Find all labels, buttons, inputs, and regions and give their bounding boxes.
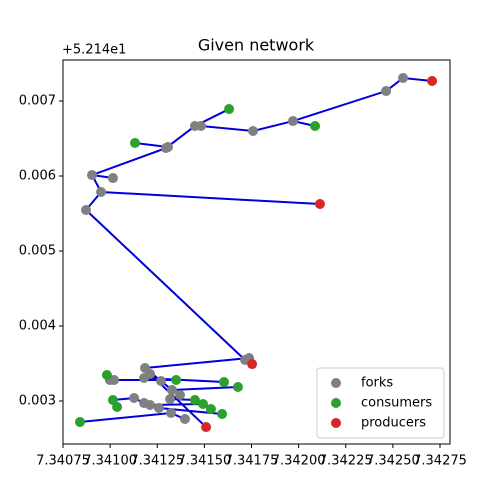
node (218, 377, 229, 388)
y-tick-label: 0.004 (19, 319, 56, 334)
node (232, 382, 243, 392)
node (310, 121, 321, 131)
chart-title: Given network (198, 36, 315, 55)
node (145, 400, 156, 410)
node (398, 73, 409, 83)
node (165, 394, 176, 404)
y-tick-label: 0.006 (19, 169, 56, 184)
node (179, 414, 190, 425)
node (287, 116, 298, 127)
node (107, 173, 118, 184)
x-tick-label: 7.34275 (413, 454, 467, 469)
plot-frame (62, 59, 451, 445)
y-offset-label: +5.214e1 (62, 43, 126, 58)
node (201, 422, 212, 433)
node (74, 417, 85, 428)
node (96, 187, 107, 197)
legend-marker (331, 378, 341, 388)
x-tick-label: 7.34200 (272, 454, 326, 469)
x-tick-label: 7.34125 (130, 454, 184, 469)
node (205, 404, 216, 415)
node (217, 409, 228, 419)
node (198, 399, 209, 410)
y-tick-label: 0.003 (19, 394, 56, 409)
node (189, 395, 200, 406)
legend: forks consumers producers (316, 367, 445, 439)
x-tick-label: 7.34100 (83, 454, 137, 469)
y-tick-label: 0.007 (19, 94, 56, 109)
node (171, 375, 182, 386)
legend-box (316, 367, 445, 439)
node (153, 403, 164, 413)
x-tick-label: 7.34250 (366, 454, 420, 469)
node (166, 408, 177, 419)
node (314, 199, 325, 209)
node (224, 104, 235, 115)
node (381, 86, 392, 97)
legend-label: forks (361, 376, 393, 391)
legend-label: producers (361, 416, 426, 431)
x-tick-label: 7.34225 (319, 454, 373, 469)
x-tick-label: 7.34175 (225, 454, 279, 469)
legend-marker (331, 418, 341, 428)
node (129, 393, 140, 404)
node (248, 126, 259, 137)
x-tick-label: 7.34150 (177, 454, 231, 469)
node (112, 402, 123, 413)
x-tick-label: 7.34075 (36, 454, 90, 469)
node (175, 390, 186, 401)
node (80, 205, 91, 215)
node (101, 370, 112, 380)
node (427, 76, 438, 86)
node (166, 385, 177, 395)
legend-marker (331, 398, 341, 408)
node (247, 359, 258, 370)
node (156, 376, 167, 386)
node (160, 143, 171, 154)
y-tick-label: 0.005 (19, 244, 56, 259)
legend-label: consumers (361, 396, 432, 411)
node (139, 373, 150, 383)
node (130, 138, 141, 149)
node (87, 170, 98, 181)
node (189, 121, 200, 131)
